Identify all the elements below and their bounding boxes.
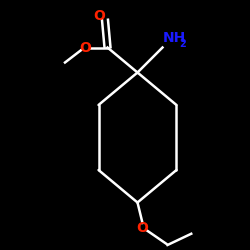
Text: O: O <box>93 8 105 22</box>
Text: NH: NH <box>163 32 186 46</box>
Text: O: O <box>136 220 148 234</box>
Text: 2: 2 <box>179 39 186 49</box>
Text: O: O <box>79 40 91 54</box>
